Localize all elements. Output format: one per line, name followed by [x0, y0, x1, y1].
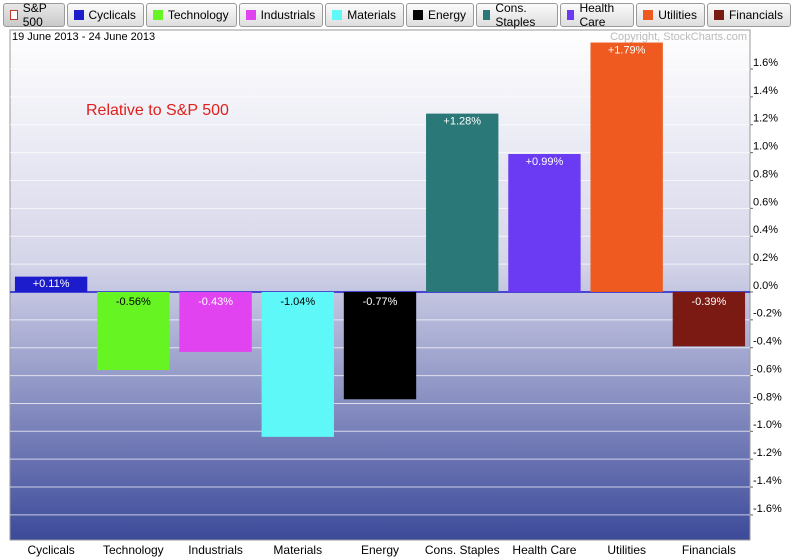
y-tick-label: -0.6% [753, 363, 782, 375]
legend-swatch [713, 10, 724, 20]
legend: S&P 500 Cyclicals Technology Industrials Mat… [3, 1, 791, 29]
x-tick-label: Industrials [188, 543, 243, 557]
y-tick-label: 1.0% [753, 141, 778, 153]
bar [179, 291, 252, 352]
x-tick-label: Utilities [607, 543, 646, 557]
x-tick-label: Technology [103, 543, 164, 557]
legend-label: Utilities [658, 8, 697, 22]
x-tick-label: Cyclicals [27, 543, 74, 557]
legend-label: Health Care [579, 1, 615, 29]
legend-button[interactable]: Cons. Staples [476, 1, 559, 29]
y-tick-label: -1.6% [753, 503, 782, 515]
y-tick-label: 0.8% [753, 168, 778, 180]
legend-label: Technology [167, 8, 229, 22]
bar [672, 291, 746, 347]
legend-swatch [245, 10, 256, 20]
legend-button[interactable]: Materials [325, 3, 404, 27]
legend-label: Cons. Staples [495, 1, 536, 29]
legend-button[interactable]: Financials [706, 3, 791, 27]
bar [508, 154, 581, 292]
y-tick-label: 1.2% [753, 113, 778, 125]
y-tick-label: 1.6% [753, 57, 778, 69]
copyright: Copyright, StockCharts.com [610, 31, 747, 43]
x-tick-label: Energy [361, 543, 399, 557]
legend-button[interactable]: S&P 500 [3, 1, 65, 29]
bar [14, 276, 88, 292]
y-tick-label: 0.6% [753, 196, 778, 208]
legend-label: Energy [427, 8, 466, 22]
subtitle: 19 June 2013 - 24 June 2013 [12, 31, 155, 43]
value-label: -0.39% [691, 296, 726, 308]
legend-label: Industrials [260, 8, 316, 22]
legend-button[interactable]: Technology [145, 3, 237, 27]
legend-button[interactable]: Energy [405, 3, 474, 27]
value-label: +0.99% [526, 156, 564, 168]
legend-swatch [412, 10, 423, 20]
y-tick-label: -0.2% [753, 308, 782, 320]
value-label: -0.56% [116, 296, 151, 308]
value-label: +1.28% [443, 116, 481, 128]
legend-label: Materials [347, 8, 396, 22]
legend-swatch [332, 10, 343, 20]
bar [97, 291, 170, 370]
value-label: +1.79% [608, 44, 646, 56]
x-tick-label: Cons. Staples [425, 543, 500, 557]
legend-swatch [152, 10, 163, 20]
annotation: Relative to S&P 500 [86, 102, 229, 119]
legend-swatch [567, 10, 575, 20]
bar [261, 291, 334, 437]
legend-label: Cyclicals [88, 8, 136, 22]
value-label: -0.77% [363, 296, 398, 308]
legend-swatch [73, 10, 84, 20]
x-tick-label: Health Care [512, 543, 576, 557]
bar [426, 113, 499, 292]
y-tick-label: 1.4% [753, 85, 778, 97]
y-tick-label: -0.8% [753, 391, 782, 403]
legend-button[interactable]: Health Care [560, 1, 635, 29]
legend-button[interactable]: Industrials [238, 3, 324, 27]
legend-button[interactable]: Cyclicals [66, 3, 144, 27]
legend-swatch [483, 10, 491, 20]
value-label: +0.11% [33, 278, 70, 290]
legend-button[interactable]: Utilities [636, 3, 705, 27]
legend-label: Financials [728, 8, 783, 22]
value-label: -0.43% [198, 296, 233, 308]
y-tick-label: -1.0% [753, 419, 782, 431]
y-tick-label: -0.4% [753, 336, 782, 348]
legend-label: S&P 500 [22, 1, 47, 29]
bar [343, 291, 417, 400]
y-tick-label: 0.4% [753, 224, 778, 236]
y-tick-label: -1.4% [753, 475, 782, 487]
value-label: -1.04% [280, 296, 315, 308]
y-tick-label: 0.2% [753, 252, 778, 264]
x-tick-label: Financials [682, 543, 736, 557]
y-tick-label: 0.0% [753, 280, 778, 292]
legend-swatch [643, 10, 654, 20]
x-tick-label: Materials [273, 543, 322, 557]
legend-swatch [10, 10, 18, 20]
y-tick-label: -1.2% [753, 447, 782, 459]
bar [590, 42, 663, 292]
